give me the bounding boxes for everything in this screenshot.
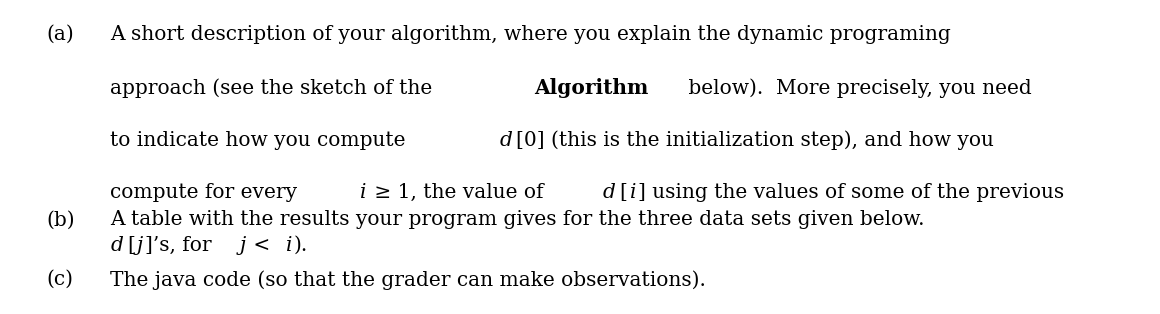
Text: A table with the results your program gives for the three data sets given below.: A table with the results your program gi… [110,210,925,230]
Text: ]’s, for: ]’s, for [145,236,218,255]
Text: to indicate how you compute: to indicate how you compute [110,131,412,150]
Text: <: < [247,236,277,255]
Text: [0] (this is the initialization step), and how you: [0] (this is the initialization step), a… [516,131,994,150]
Text: ≥ 1, the value of: ≥ 1, the value of [368,183,550,203]
Text: d: d [110,236,123,255]
Text: i: i [360,183,367,203]
Text: compute for every: compute for every [110,183,304,203]
Text: (c): (c) [46,270,73,289]
Text: [: [ [126,236,135,255]
Text: d: d [603,183,616,203]
Text: ] using the values of some of the previous: ] using the values of some of the previo… [638,183,1064,203]
Text: below).  More precisely, you need: below). More precisely, you need [682,78,1031,98]
Text: [: [ [619,183,628,203]
Text: approach (see the sketch of the: approach (see the sketch of the [110,78,438,98]
Text: ).: ). [293,236,309,255]
Text: d: d [500,131,513,150]
Text: Algorithm: Algorithm [535,78,648,98]
Text: i: i [630,183,636,203]
Text: i: i [285,236,292,255]
Text: (b): (b) [46,210,75,230]
Text: A short description of your algorithm, where you explain the dynamic programing: A short description of your algorithm, w… [110,25,951,44]
Text: j: j [137,236,143,255]
Text: The java code (so that the grader can make observations).: The java code (so that the grader can ma… [110,270,706,290]
Text: (a): (a) [46,25,74,44]
Text: j: j [239,236,246,255]
